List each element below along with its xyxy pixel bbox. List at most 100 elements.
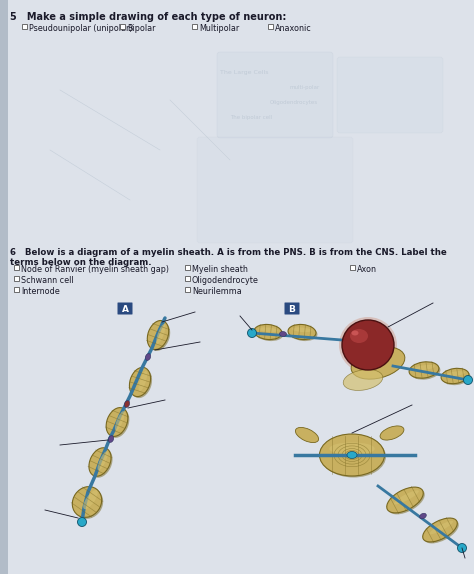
Ellipse shape (429, 521, 453, 534)
Ellipse shape (414, 365, 435, 370)
Ellipse shape (352, 331, 358, 335)
Bar (288, 0, 304, 574)
Bar (336, 0, 352, 574)
Bar (224, 0, 240, 574)
Ellipse shape (292, 327, 311, 332)
Ellipse shape (419, 513, 426, 519)
Ellipse shape (89, 448, 111, 476)
Text: Anaxonic: Anaxonic (275, 24, 312, 33)
Ellipse shape (254, 324, 282, 340)
Text: 5   Make a simple drawing of each type of neuron:: 5 Make a simple drawing of each type of … (10, 12, 286, 22)
FancyBboxPatch shape (337, 57, 443, 133)
Bar (0, 0, 8, 574)
Ellipse shape (115, 411, 125, 430)
Ellipse shape (409, 362, 439, 378)
Bar (22, 24, 27, 29)
Bar (350, 265, 355, 270)
Ellipse shape (339, 317, 397, 373)
Bar (384, 0, 400, 574)
FancyBboxPatch shape (217, 52, 333, 138)
Bar (192, 0, 208, 574)
Bar (464, 0, 474, 574)
Bar (368, 0, 384, 574)
Ellipse shape (83, 490, 98, 509)
Ellipse shape (280, 332, 286, 336)
Text: A: A (121, 304, 128, 313)
FancyBboxPatch shape (197, 137, 353, 243)
Ellipse shape (98, 451, 108, 470)
Text: Multipolar: Multipolar (199, 24, 239, 33)
Bar (432, 0, 448, 574)
Bar (185, 265, 190, 270)
Ellipse shape (147, 320, 169, 350)
Ellipse shape (394, 490, 419, 505)
Ellipse shape (149, 322, 170, 351)
Bar (240, 0, 256, 574)
Bar (14, 287, 19, 292)
Ellipse shape (255, 326, 283, 341)
Ellipse shape (329, 443, 375, 455)
Bar (0, 0, 16, 574)
Bar (48, 0, 64, 574)
Ellipse shape (441, 369, 469, 383)
Ellipse shape (410, 363, 440, 379)
Ellipse shape (78, 518, 86, 526)
Ellipse shape (446, 371, 465, 377)
Bar (96, 0, 112, 574)
Ellipse shape (146, 354, 151, 360)
Ellipse shape (424, 519, 459, 544)
Ellipse shape (73, 487, 102, 517)
Bar (400, 0, 416, 574)
Bar (112, 0, 128, 574)
Ellipse shape (109, 436, 114, 443)
Ellipse shape (108, 409, 129, 438)
Bar (272, 0, 288, 574)
Bar (176, 0, 192, 574)
Text: Pseudounipolar (unipolar): Pseudounipolar (unipolar) (29, 24, 133, 33)
Text: Myelin sheath: Myelin sheath (192, 265, 248, 274)
Ellipse shape (347, 452, 357, 459)
Text: Axon: Axon (357, 265, 377, 274)
Text: Neurilemma: Neurilemma (192, 287, 242, 296)
Ellipse shape (321, 436, 386, 478)
Ellipse shape (138, 371, 147, 391)
Bar (192, 24, 197, 29)
Bar (304, 0, 320, 574)
Text: multi-polar: multi-polar (290, 85, 320, 90)
Ellipse shape (156, 324, 165, 344)
FancyBboxPatch shape (284, 302, 300, 315)
Text: Schwann cell: Schwann cell (21, 276, 73, 285)
Ellipse shape (350, 329, 368, 343)
Ellipse shape (343, 370, 383, 390)
Bar (16, 0, 32, 574)
Ellipse shape (423, 518, 457, 542)
Ellipse shape (106, 408, 128, 436)
Bar (14, 265, 19, 270)
Bar (185, 287, 190, 292)
Ellipse shape (457, 544, 466, 553)
Ellipse shape (319, 434, 384, 476)
Text: Node of Ranvier (myelin sheath gap): Node of Ranvier (myelin sheath gap) (21, 265, 169, 274)
Bar (352, 0, 368, 574)
Ellipse shape (351, 347, 405, 379)
Text: Bipolar: Bipolar (127, 24, 155, 33)
Bar (64, 0, 80, 574)
Ellipse shape (74, 488, 103, 519)
Text: Oligodendrocytes: Oligodendrocytes (270, 100, 318, 105)
Ellipse shape (387, 487, 423, 513)
Bar (80, 0, 96, 574)
Bar (416, 0, 432, 574)
Bar (448, 0, 464, 574)
Bar (208, 0, 224, 574)
Bar (185, 276, 190, 281)
Bar (268, 24, 273, 29)
Text: The Large Cells: The Large Cells (220, 70, 268, 75)
Ellipse shape (124, 401, 130, 408)
FancyBboxPatch shape (118, 302, 133, 315)
Ellipse shape (290, 326, 318, 341)
Ellipse shape (295, 428, 319, 443)
Ellipse shape (247, 328, 256, 338)
Bar (144, 0, 160, 574)
Ellipse shape (443, 370, 470, 385)
Text: Internode: Internode (21, 287, 60, 296)
